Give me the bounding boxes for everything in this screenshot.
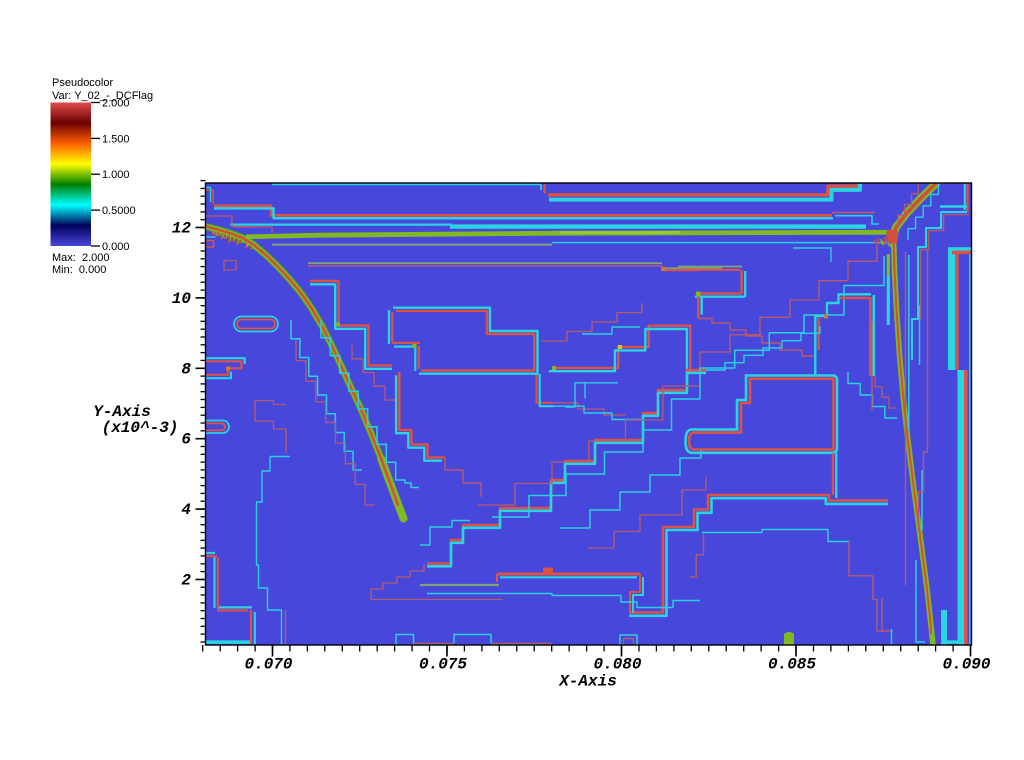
svg-text:1.000: 1.000 bbox=[102, 169, 130, 181]
svg-text:8: 8 bbox=[181, 360, 191, 378]
svg-text:(x10^-3): (x10^-3) bbox=[102, 419, 179, 437]
svg-text:2.000: 2.000 bbox=[102, 98, 130, 110]
svg-text:4: 4 bbox=[181, 501, 191, 519]
svg-text:0.090: 0.090 bbox=[942, 656, 990, 674]
svg-text:Max: 2.000: Max: 2.000 bbox=[52, 252, 109, 264]
svg-text:Pseudocolor: Pseudocolor bbox=[52, 77, 113, 89]
svg-text:0.000: 0.000 bbox=[102, 241, 130, 253]
svg-text:Min: 0.000: Min: 0.000 bbox=[52, 264, 106, 276]
svg-text:0.070: 0.070 bbox=[244, 656, 292, 674]
svg-text:0.085: 0.085 bbox=[768, 656, 816, 674]
svg-text:0.5000: 0.5000 bbox=[102, 205, 136, 217]
svg-text:12: 12 bbox=[172, 220, 192, 238]
svg-text:6: 6 bbox=[181, 431, 191, 449]
svg-text:1.500: 1.500 bbox=[102, 133, 130, 145]
svg-text:X-Axis: X-Axis bbox=[558, 673, 617, 691]
svg-text:Var: Y_02_-_DCFlag: Var: Y_02_-_DCFlag bbox=[52, 90, 153, 102]
svg-text:10: 10 bbox=[172, 290, 192, 308]
svg-text:0.080: 0.080 bbox=[593, 656, 641, 674]
svg-text:0.075: 0.075 bbox=[419, 656, 467, 674]
svg-text:Y-Axis: Y-Axis bbox=[93, 403, 151, 421]
svg-text:2: 2 bbox=[181, 572, 191, 590]
